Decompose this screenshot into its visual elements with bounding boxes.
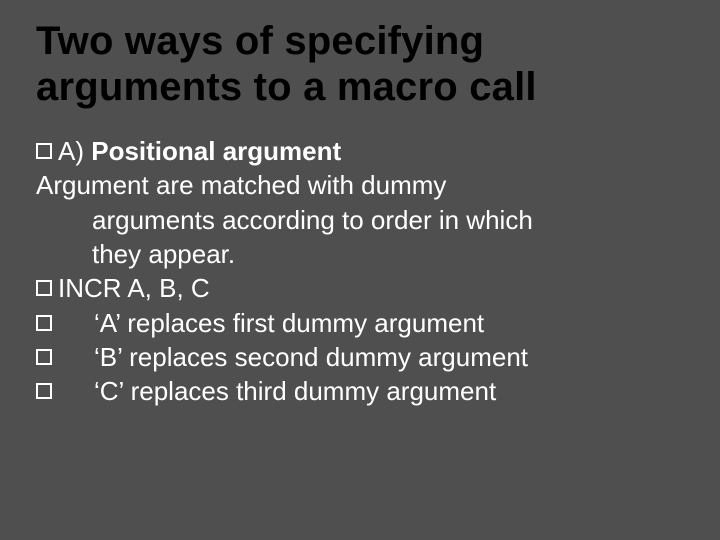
slide-title: Two ways of specifying arguments to a ma… <box>36 18 684 110</box>
checkbox-icon <box>36 143 52 159</box>
checkbox-icon <box>36 280 52 296</box>
checkbox-icon <box>36 383 52 399</box>
slide-body: A) Positional argument Argument are matc… <box>36 134 684 409</box>
bullet-a-prefix: A) <box>58 136 84 166</box>
explain-line-2: arguments according to order in which <box>36 203 684 237</box>
incr-text: INCR A, B, C <box>58 273 210 303</box>
explain-line-3: they appear. <box>36 237 684 271</box>
bullet-a: A) Positional argument <box>36 134 684 168</box>
bullet-replace-b: ‘B’ replaces second dummy argument <box>36 340 684 374</box>
bullet-a-label: Positional argument <box>91 136 341 166</box>
replace-a-text: ‘A’ replaces first dummy argument <box>94 308 484 338</box>
title-line-1: Two ways of specifying <box>36 19 484 63</box>
bullet-replace-a: ‘A’ replaces first dummy argument <box>36 306 684 340</box>
slide: Two ways of specifying arguments to a ma… <box>0 0 720 540</box>
replace-b-text: ‘B’ replaces second dummy argument <box>94 342 528 372</box>
checkbox-icon <box>36 315 52 331</box>
checkbox-icon <box>36 349 52 365</box>
title-line-2: arguments to a macro call <box>36 65 537 109</box>
explain-line-1: Argument are matched with dummy <box>36 168 684 202</box>
replace-c-text: ‘C’ replaces third dummy argument <box>94 376 496 406</box>
bullet-incr: INCR A, B, C <box>36 271 684 305</box>
bullet-replace-c: ‘C’ replaces third dummy argument <box>36 374 684 408</box>
